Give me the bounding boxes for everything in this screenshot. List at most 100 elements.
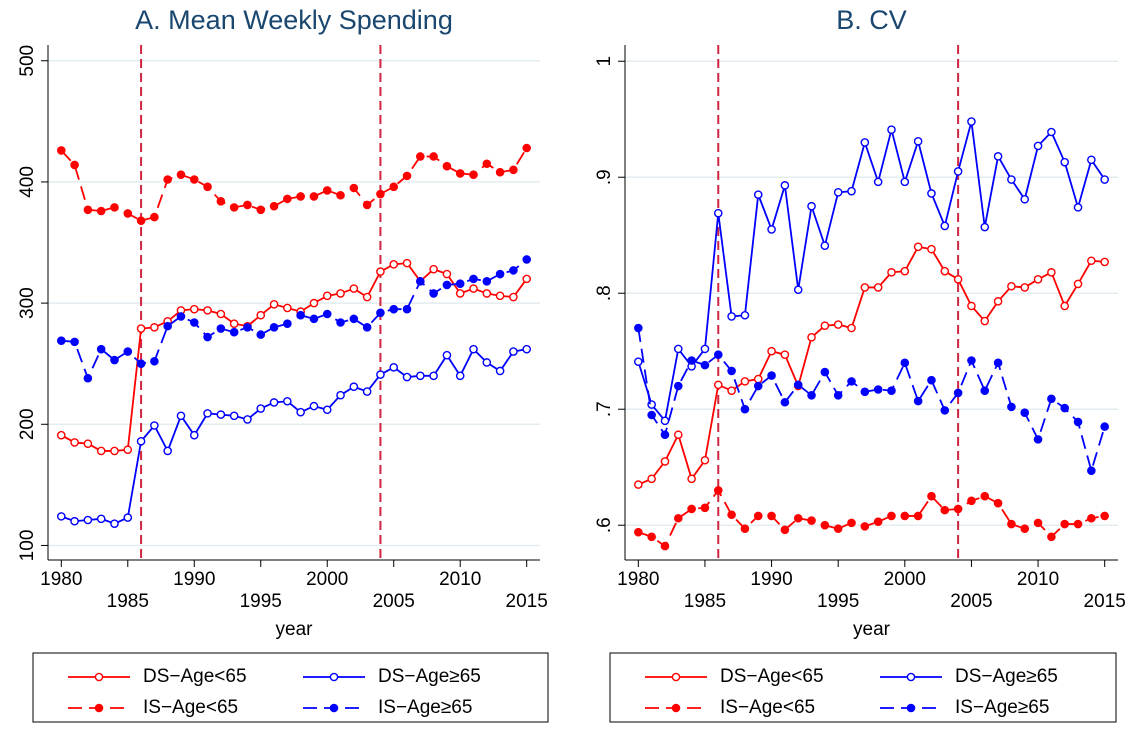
data-point [993,358,1003,368]
data-point [110,519,119,528]
data-point [96,344,106,354]
data-point [980,316,990,326]
data-point [482,289,492,298]
legend-marker [906,672,916,682]
data-point [256,404,266,413]
data-point [376,189,385,199]
data-point [522,274,532,284]
data-point [847,186,856,196]
data-point [847,323,856,333]
data-point [455,289,465,298]
legend-label: DS−Age<65 [143,666,247,687]
data-point [860,387,870,397]
data-point [873,385,883,394]
data-point [442,280,452,290]
data-point [229,319,239,329]
data-point [700,360,710,370]
data-point [673,344,683,354]
data-point [940,406,950,415]
data-point [673,430,683,440]
data-point [136,359,146,368]
data-point [1087,466,1096,475]
data-point [1060,301,1070,311]
data-point [740,524,750,533]
data-point [296,407,305,417]
data-point [256,330,266,339]
data-point [495,167,505,177]
data-point [767,371,776,380]
data-point [887,268,896,277]
data-point [673,381,683,391]
data-point [953,167,963,176]
data-point [1073,203,1083,212]
data-point [469,344,478,354]
data-point [283,396,292,406]
x-tick-label: 2015 [1084,591,1126,612]
legend-label: DS−Age≥65 [378,666,481,687]
data-point [1073,417,1083,427]
data-point [176,312,186,321]
data-point [927,375,936,385]
data-point [110,355,119,365]
data-point [256,310,266,320]
data-point [673,513,683,523]
legend-label: DS−Age≥65 [955,666,1058,687]
data-point [269,323,279,332]
data-point [362,387,372,396]
data-point [482,159,492,169]
data-point [509,165,518,175]
legend-label: IS−Age≥65 [955,697,1049,718]
data-point [203,332,212,342]
data-point [753,190,763,199]
data-point [522,255,532,264]
legend-marker [906,703,916,713]
series-line [60,147,528,222]
data-point [243,323,252,332]
data-point [1087,256,1096,266]
data-point [780,397,790,407]
data-point [123,209,133,218]
data-point [860,283,870,292]
data-point [442,350,452,360]
data-point [309,401,319,411]
data-point [833,524,843,533]
data-point [362,323,372,332]
data-point [163,446,172,456]
data-point [1100,257,1109,267]
data-point [189,175,199,184]
data-point [980,386,990,395]
data-point [927,244,936,254]
data-point [495,269,505,279]
data-point [216,324,226,333]
data-point [713,486,723,495]
data-point [416,371,425,381]
data-point [820,241,830,250]
x-tick-label: 2000 [884,569,926,590]
data-point [402,304,412,314]
data-point [389,363,399,372]
data-point [56,512,66,521]
data-point [980,491,990,501]
data-point [1020,194,1030,204]
data-point [469,170,478,179]
data-point [389,304,399,314]
data-point [967,356,976,365]
y-tick-label: .8 [594,285,615,301]
data-point [687,356,696,365]
data-point [229,411,239,421]
data-point [727,312,736,321]
data-point [216,197,226,206]
data-point [243,200,252,210]
data-point [442,269,452,279]
data-point [136,436,146,446]
data-point [993,297,1003,306]
data-point [229,203,239,212]
data-point [753,381,763,391]
data-point [887,125,896,134]
data-point [56,430,66,440]
data-point [1073,279,1083,289]
data-point [1020,524,1030,533]
data-point [860,138,870,147]
data-point [1007,519,1016,529]
data-point [927,189,936,198]
